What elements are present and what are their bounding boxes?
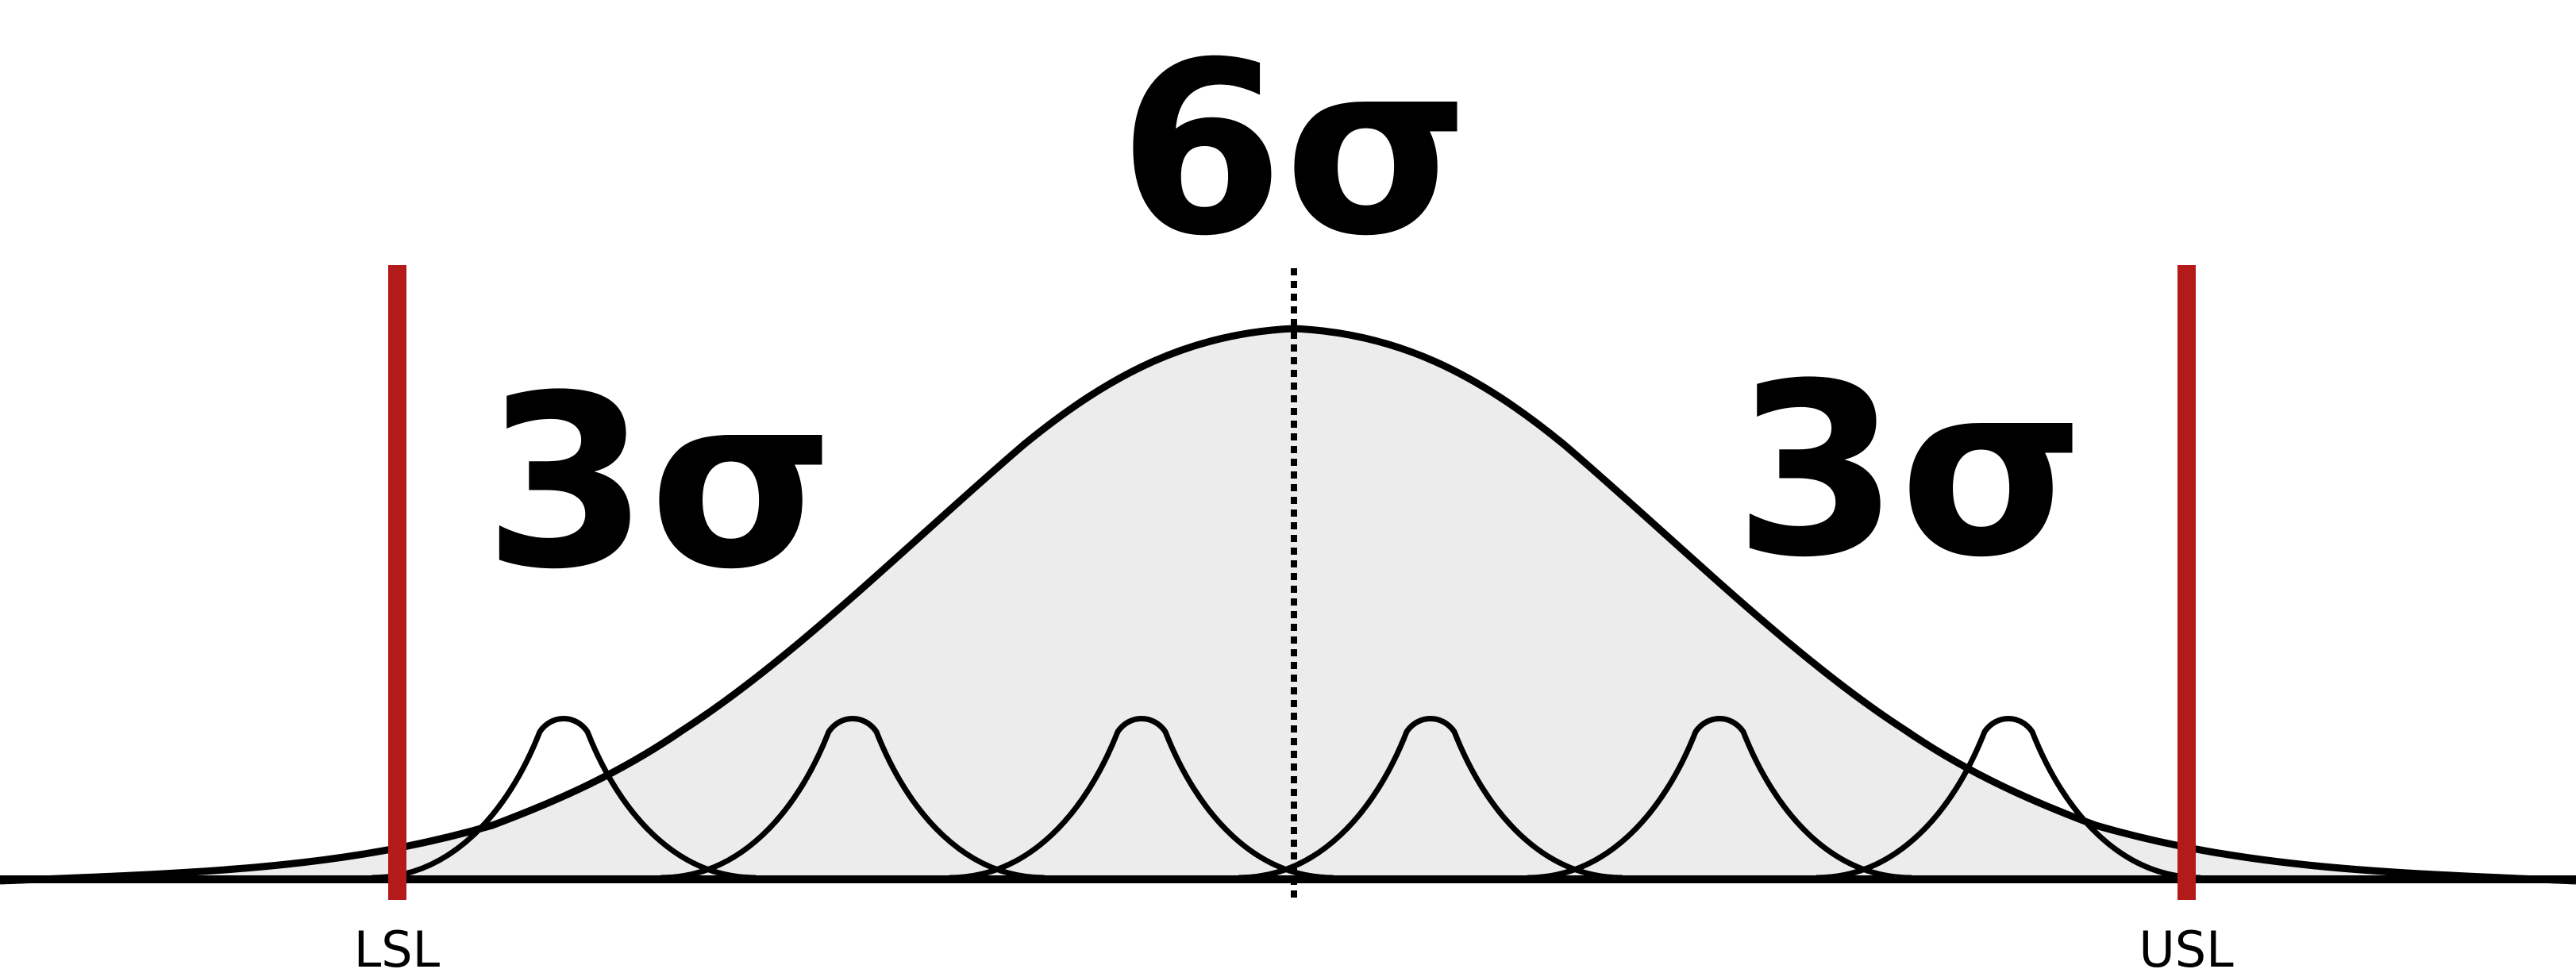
left-three-sigma-label: 3σ (483, 344, 834, 621)
sigma-sub-curve (1527, 716, 1912, 881)
lower-spec-limit-line (388, 265, 406, 900)
usl-label: USL (2139, 921, 2234, 969)
lsl-label: LSL (354, 921, 441, 969)
process-distribution-curve (0, 329, 2576, 881)
process-distribution-outline (0, 325, 2576, 885)
sigma-sub-curve (1238, 716, 1623, 881)
upper-spec-limit-line (2177, 265, 2196, 900)
sigma-sub-curve (371, 716, 757, 881)
sigma-sub-curve (1816, 716, 2201, 881)
right-three-sigma-label: 3σ (1734, 333, 2085, 609)
sigma-sub-curve (949, 716, 1334, 881)
sigma-sub-curve (660, 716, 1045, 881)
six-sigma-title: 6σ (1119, 11, 1469, 288)
sigma-sub-distributions (371, 716, 2201, 881)
